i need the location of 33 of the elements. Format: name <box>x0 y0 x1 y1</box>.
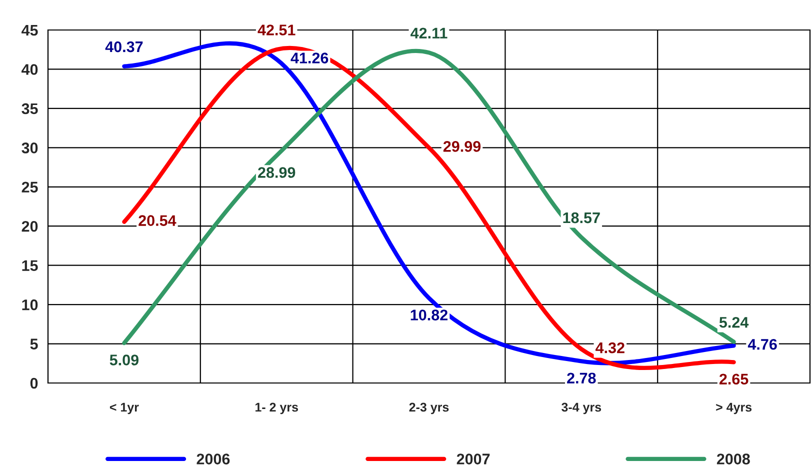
data-label: 2.78 <box>567 372 596 384</box>
legend-label: 2007 <box>456 454 490 464</box>
data-label: 20.54 <box>138 215 176 226</box>
data-label: 2.65 <box>719 374 748 385</box>
y-tick-label: 15 <box>22 260 38 272</box>
legend-label: 2006 <box>196 454 230 464</box>
data-label: 18.57 <box>563 212 600 224</box>
data-label: 4.32 <box>596 342 624 354</box>
data-label: 40.37 <box>105 41 143 52</box>
y-tick-label: 10 <box>22 299 38 310</box>
data-label: 5.24 <box>719 316 749 328</box>
data-label: 5.09 <box>110 354 138 366</box>
y-tick-label: 0 <box>30 378 38 389</box>
data-label: 4.76 <box>748 338 777 350</box>
y-tick-label: 35 <box>22 103 38 114</box>
y-tick-label: 30 <box>22 142 38 154</box>
data-label: 42.51 <box>258 24 296 36</box>
y-tick-label: 40 <box>22 64 38 75</box>
y-tick-label: 20 <box>22 220 38 232</box>
x-tick-label: 3-4 yrs <box>562 402 602 414</box>
x-tick-label: > 4yrs <box>716 402 752 414</box>
x-tick-label: 1- 2 yrs <box>256 402 298 414</box>
data-label: 29.99 <box>443 141 481 152</box>
x-tick-label: < 1yr <box>110 402 139 414</box>
data-label: 28.99 <box>258 167 296 178</box>
y-tick-label: 25 <box>22 182 38 193</box>
x-tick-label: 2-3 yrs <box>409 402 449 414</box>
data-label: 10.82 <box>410 310 448 320</box>
data-label: 42.11 <box>410 28 448 38</box>
data-label: 41.26 <box>290 52 328 64</box>
legend-label: 2008 <box>716 454 750 464</box>
y-tick-label: 45 <box>22 25 38 36</box>
y-tick-label: 5 <box>30 338 38 350</box>
